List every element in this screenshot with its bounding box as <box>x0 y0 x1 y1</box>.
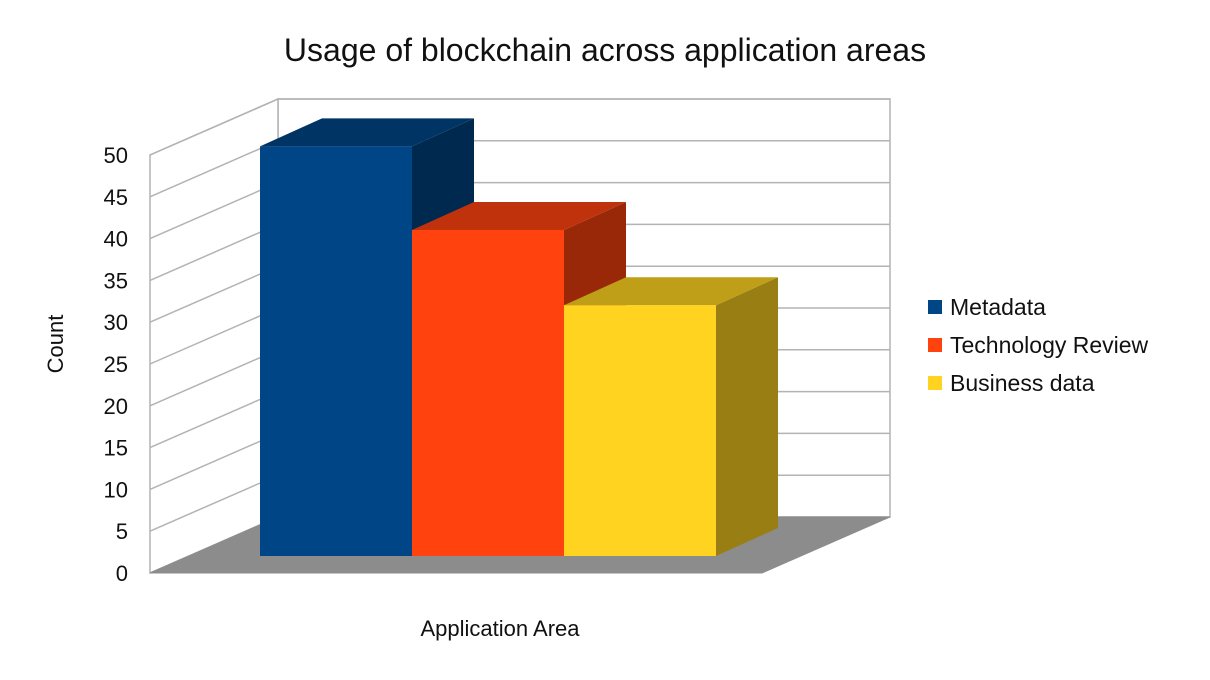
y-axis-label: Count <box>43 314 68 374</box>
bar-top-technology-review <box>412 201 626 230</box>
y-tick-label: 50 <box>104 143 128 168</box>
bar-top-business-data <box>564 277 778 306</box>
legend-label-business-data: Business data <box>950 369 1095 396</box>
y-tick-label: 40 <box>104 227 128 252</box>
bar-technology-review <box>412 229 564 556</box>
y-tick-label: 45 <box>104 185 128 210</box>
legend-item-technology-review: Technology Review <box>928 326 1148 364</box>
bar-top-metadata <box>260 118 474 147</box>
y-tick-label: 10 <box>104 477 128 502</box>
legend-swatch-technology-review <box>928 338 942 352</box>
y-tick-label: 15 <box>104 436 128 461</box>
y-tick-label: 5 <box>116 519 128 544</box>
y-tick-label: 30 <box>104 310 128 335</box>
legend-item-business-data: Business data <box>928 364 1148 402</box>
bar-business-data <box>564 305 716 556</box>
legend-label-metadata: Metadata <box>950 293 1046 320</box>
legend-label-technology-review: Technology Review <box>950 331 1149 358</box>
legend-swatch-metadata <box>928 300 942 314</box>
y-tick-label: 35 <box>104 268 128 293</box>
gridline <box>149 98 890 156</box>
bar-metadata <box>260 146 412 557</box>
bar-side-business-data <box>716 277 778 556</box>
legend: Metadata Technology Review Business data <box>928 288 1148 402</box>
legend-item-metadata: Metadata <box>928 288 1148 326</box>
y-tick-label: 0 <box>116 561 128 586</box>
x-axis-label: Application Area <box>420 616 580 641</box>
y-tick-label: 25 <box>104 352 128 377</box>
legend-swatch-business-data <box>928 376 942 390</box>
y-tick-label: 20 <box>104 394 128 419</box>
chart-title: Usage of blockchain across application a… <box>283 32 927 68</box>
